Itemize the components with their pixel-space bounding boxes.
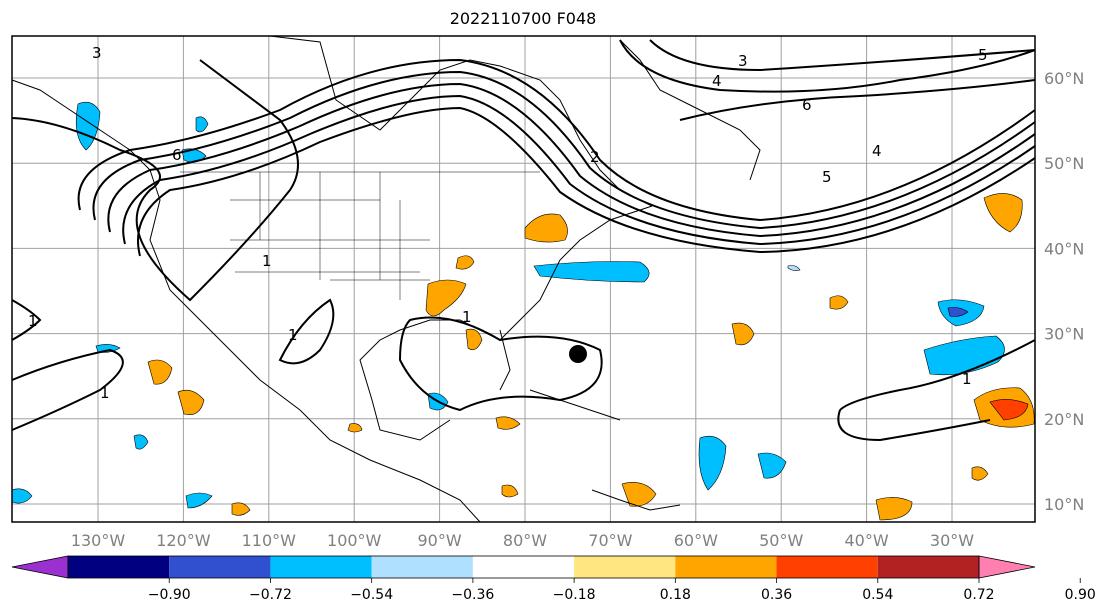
- contour-label: 3: [738, 52, 748, 70]
- contour-label: 2: [590, 148, 600, 166]
- longitude-tick-label: 110°W: [242, 531, 297, 550]
- colorbar-segment: [675, 556, 777, 578]
- colorbar: [11, 555, 1081, 583]
- contour-label: 1: [262, 252, 272, 270]
- colorbar-extend-high: [978, 555, 1036, 579]
- longitude-tick-label: 30°W: [930, 531, 974, 550]
- contour-label: 1: [962, 370, 972, 388]
- colorbar-tick-label: 0.72: [963, 587, 994, 603]
- longitude-tick-label: 120°W: [156, 531, 211, 550]
- colorbar-tick-label: −0.72: [249, 587, 292, 603]
- colorbar-tick-label: 0.54: [862, 587, 893, 603]
- contour-label: 4: [872, 142, 882, 160]
- colorbar-tick-label: 0.18: [660, 587, 691, 603]
- colorbar-extend-low: [11, 555, 69, 579]
- latitude-tick-label: 60°N: [1044, 69, 1084, 88]
- map-title: 2022110700 F048: [449, 9, 597, 28]
- longitude-tick-label: 50°W: [759, 531, 803, 550]
- longitude-tick-label: 40°W: [845, 531, 889, 550]
- colorbar-tick-labels: −0.90 −0.72 −0.54 −0.36 −0.18 0.18 0.36 0.54 0.7…: [148, 587, 1096, 603]
- colorbar-segment: [472, 556, 575, 578]
- contour-label: 3: [92, 44, 102, 62]
- colorbar-tick-label: 0.90: [1065, 587, 1096, 603]
- positive-anomaly-areas: [147, 193, 1035, 521]
- latitude-tick-label: 10°N: [1044, 495, 1084, 514]
- contour-label: 6: [172, 146, 182, 164]
- colorbar-tick-label: 0.36: [761, 587, 792, 603]
- latitude-tick-label: 20°N: [1044, 410, 1084, 429]
- colorbar-tick-label: −0.90: [148, 587, 191, 603]
- colorbar-tick-label: −0.18: [553, 587, 596, 603]
- contour-label: 4: [712, 72, 722, 90]
- colorbar-segment: [776, 556, 878, 578]
- colorbar-tick-label: −0.54: [350, 587, 393, 603]
- colorbar-tick-label: −0.36: [451, 587, 494, 603]
- state-borders: [180, 171, 540, 300]
- colorbar-segment: [877, 556, 979, 578]
- longitude-tick-labels: 130°W 120°W 110°W 100°W 90°W 80°W 70°W 60°W 50°W…: [71, 531, 974, 550]
- contour-label: 6: [802, 96, 812, 114]
- latitude-tick-labels: 60°N 50°N 40°N 30°N 20°N 10°N: [1044, 69, 1084, 514]
- colorbar-segment: [68, 556, 170, 578]
- contour-labels: 5 3 4 6 6 5 4 3 2 1 1 1 1 1 1: [28, 44, 988, 402]
- contour-label: 1: [288, 326, 298, 344]
- colorbar-segment: [574, 556, 676, 578]
- longitude-tick-label: 130°W: [71, 531, 126, 550]
- latitude-tick-label: 50°N: [1044, 154, 1084, 173]
- longitude-tick-label: 70°W: [588, 531, 632, 550]
- map-frame: [11, 35, 1036, 523]
- contour-label: 1: [462, 308, 472, 326]
- contour-label: 1: [100, 384, 110, 402]
- coastlines: [11, 35, 761, 523]
- colorbar-segment: [270, 556, 372, 578]
- contour-label: 5: [822, 168, 832, 186]
- storm-center-dot: [569, 345, 587, 363]
- longitude-tick-label: 60°W: [674, 531, 718, 550]
- latitude-tick-label: 30°N: [1044, 325, 1084, 344]
- latitude-tick-label: 40°N: [1044, 239, 1084, 258]
- longitude-tick-label: 90°W: [418, 531, 462, 550]
- map-background: [12, 36, 1035, 522]
- height-contours: [11, 39, 1036, 442]
- colorbar-segment: [371, 556, 473, 578]
- longitude-tick-label: 80°W: [503, 531, 547, 550]
- contour-label: 1: [28, 312, 38, 330]
- longitude-tick-label: 100°W: [327, 531, 382, 550]
- colorbar-segment: [169, 556, 271, 578]
- colorbar-outline: [67, 555, 980, 579]
- contour-label: 5: [978, 46, 988, 64]
